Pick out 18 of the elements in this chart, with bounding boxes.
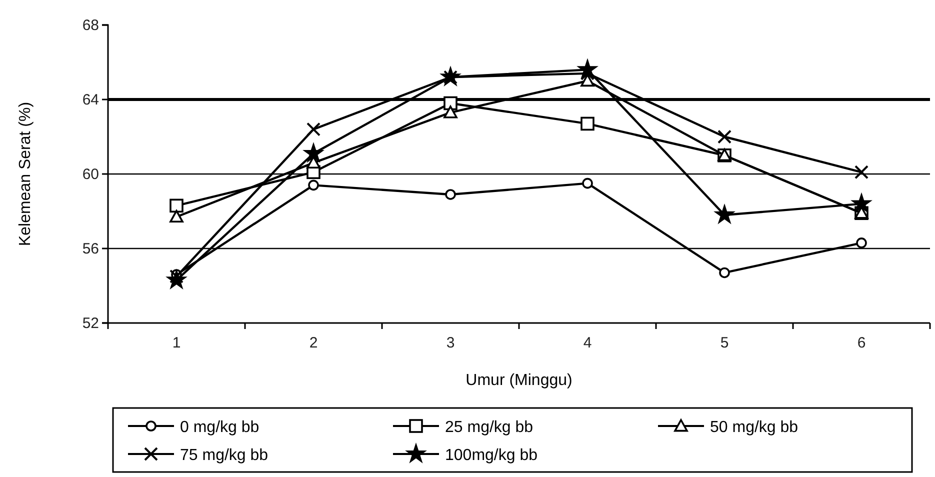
x-tick-label: 1: [172, 334, 181, 352]
x-tick-label: 4: [583, 334, 592, 352]
y-tick-label: 64: [82, 91, 99, 108]
legend-label: 0 mg/kg bb: [180, 419, 260, 436]
x-tick-label: 2: [309, 334, 318, 352]
y-tick-label: 60: [82, 166, 99, 183]
y-axis-title: Kelemean Serat (%): [17, 102, 34, 246]
y-tick-label: 68: [82, 16, 99, 34]
x-tick-label: 5: [720, 334, 729, 352]
x-axis-title: Umur (Minggu): [466, 372, 572, 389]
x-tick-label: 3: [446, 334, 455, 352]
legend-label: 100mg/kg bb: [445, 447, 538, 464]
y-tick-label: 52: [82, 314, 99, 332]
x-tick-label: 6: [857, 334, 866, 352]
legend-label: 50 mg/kg bb: [710, 419, 798, 436]
y-tick-label: 56: [82, 240, 99, 258]
legend-label: 75 mg/kg bb: [180, 447, 268, 464]
legend-label: 25 mg/kg bb: [445, 419, 534, 436]
